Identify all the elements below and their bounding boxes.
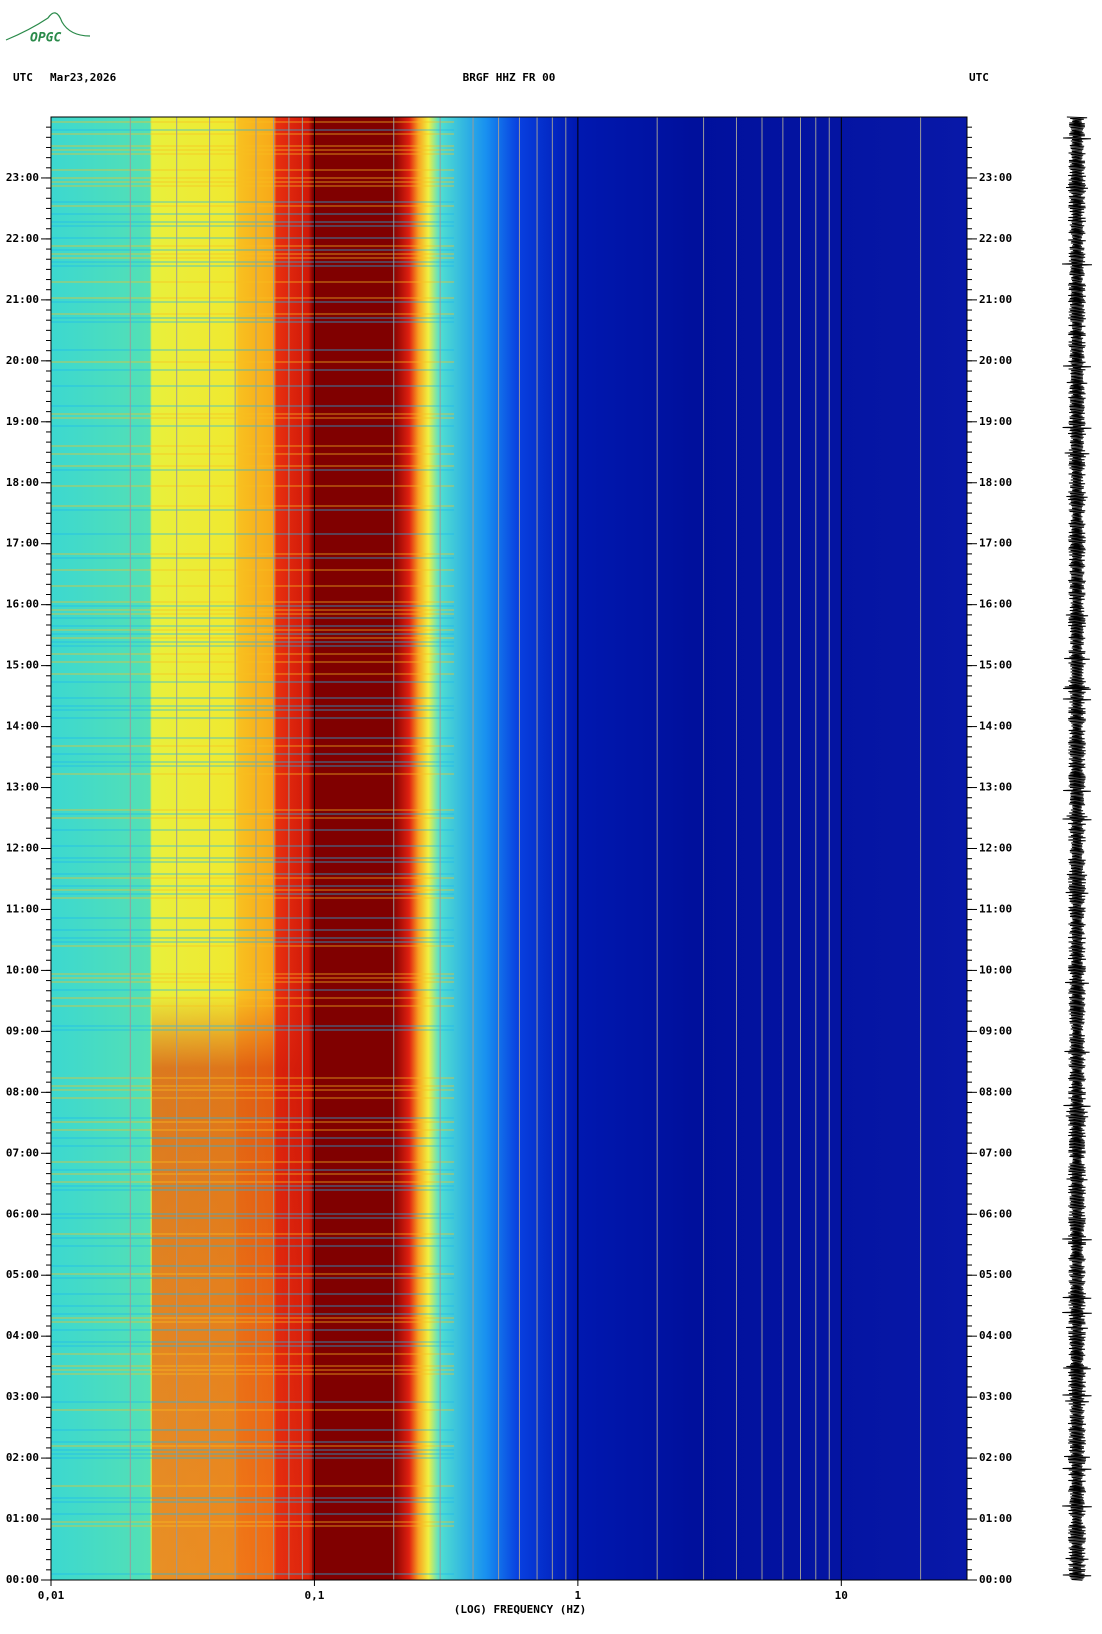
- y-tick-label-right: 04:00: [979, 1329, 1012, 1342]
- y-tick-label-right: 00:00: [979, 1573, 1012, 1586]
- y-tick-label: 15:00: [6, 659, 39, 672]
- y-tick-label: 04:00: [6, 1329, 39, 1342]
- y-tick-label: 11:00: [6, 902, 39, 915]
- y-tick-label: 18:00: [6, 476, 39, 489]
- spectrogram-overlay: [152, 117, 312, 1580]
- date: Mar23,2026: [50, 71, 117, 84]
- y-tick-label-right: 21:00: [979, 293, 1012, 306]
- x-tick-label: 10: [835, 1589, 848, 1602]
- y-tick-label-right: 14:00: [979, 720, 1012, 733]
- y-tick-label: 22:00: [6, 232, 39, 245]
- y-tick-label: 05:00: [6, 1268, 39, 1281]
- y-tick-label: 10:00: [6, 963, 39, 976]
- y-tick-label-right: 22:00: [979, 232, 1012, 245]
- y-tick-label-right: 03:00: [979, 1390, 1012, 1403]
- seismogram: [1062, 117, 1092, 1580]
- y-tick-label: 12:00: [6, 842, 39, 855]
- time-zone-left: UTC: [13, 71, 33, 84]
- y-tick-label-right: 23:00: [979, 171, 1012, 184]
- y-tick-label-right: 07:00: [979, 1146, 1012, 1159]
- y-tick-label-right: 01:00: [979, 1512, 1012, 1525]
- y-tick-label-right: 11:00: [979, 902, 1012, 915]
- y-tick-label: 23:00: [6, 171, 39, 184]
- y-tick-label: 17:00: [6, 537, 39, 550]
- y-tick-label: 09:00: [6, 1024, 39, 1037]
- chart-title: BRGF HHZ FR 00: [463, 71, 556, 84]
- y-tick-label-right: 15:00: [979, 659, 1012, 672]
- y-tick-label: 21:00: [6, 293, 39, 306]
- y-tick-label: 03:00: [6, 1390, 39, 1403]
- y-tick-label-right: 19:00: [979, 415, 1012, 428]
- y-tick-label: 07:00: [6, 1146, 39, 1159]
- y-tick-label-right: 06:00: [979, 1207, 1012, 1220]
- x-tick-label: 1: [575, 1589, 582, 1602]
- y-tick-label: 13:00: [6, 781, 39, 794]
- y-tick-label-right: 17:00: [979, 537, 1012, 550]
- y-tick-label: 19:00: [6, 415, 39, 428]
- y-tick-label-right: 10:00: [979, 963, 1012, 976]
- y-tick-label-right: 12:00: [979, 842, 1012, 855]
- x-axis-label: (LOG) FREQUENCY (HZ): [454, 1603, 586, 1616]
- time-zone-right: UTC: [969, 71, 989, 84]
- y-tick-label-right: 16:00: [979, 598, 1012, 611]
- y-tick-label: 02:00: [6, 1451, 39, 1464]
- y-tick-label-right: 05:00: [979, 1268, 1012, 1281]
- y-tick-label: 20:00: [6, 354, 39, 367]
- y-tick-label-right: 20:00: [979, 354, 1012, 367]
- y-tick-label: 14:00: [6, 720, 39, 733]
- logo: OPGC: [30, 31, 61, 46]
- y-tick-label-right: 18:00: [979, 476, 1012, 489]
- x-tick-label: 0,01: [38, 1589, 65, 1602]
- y-tick-label: 01:00: [6, 1512, 39, 1525]
- y-tick-label-right: 09:00: [979, 1024, 1012, 1037]
- y-tick-label: 00:00: [6, 1573, 39, 1586]
- y-tick-label: 06:00: [6, 1207, 39, 1220]
- x-tick-label: 0,1: [304, 1589, 324, 1602]
- y-tick-label-right: 13:00: [979, 781, 1012, 794]
- y-tick-label: 16:00: [6, 598, 39, 611]
- y-tick-label-right: 02:00: [979, 1451, 1012, 1464]
- y-tick-label: 08:00: [6, 1085, 39, 1098]
- y-tick-label-right: 08:00: [979, 1085, 1012, 1098]
